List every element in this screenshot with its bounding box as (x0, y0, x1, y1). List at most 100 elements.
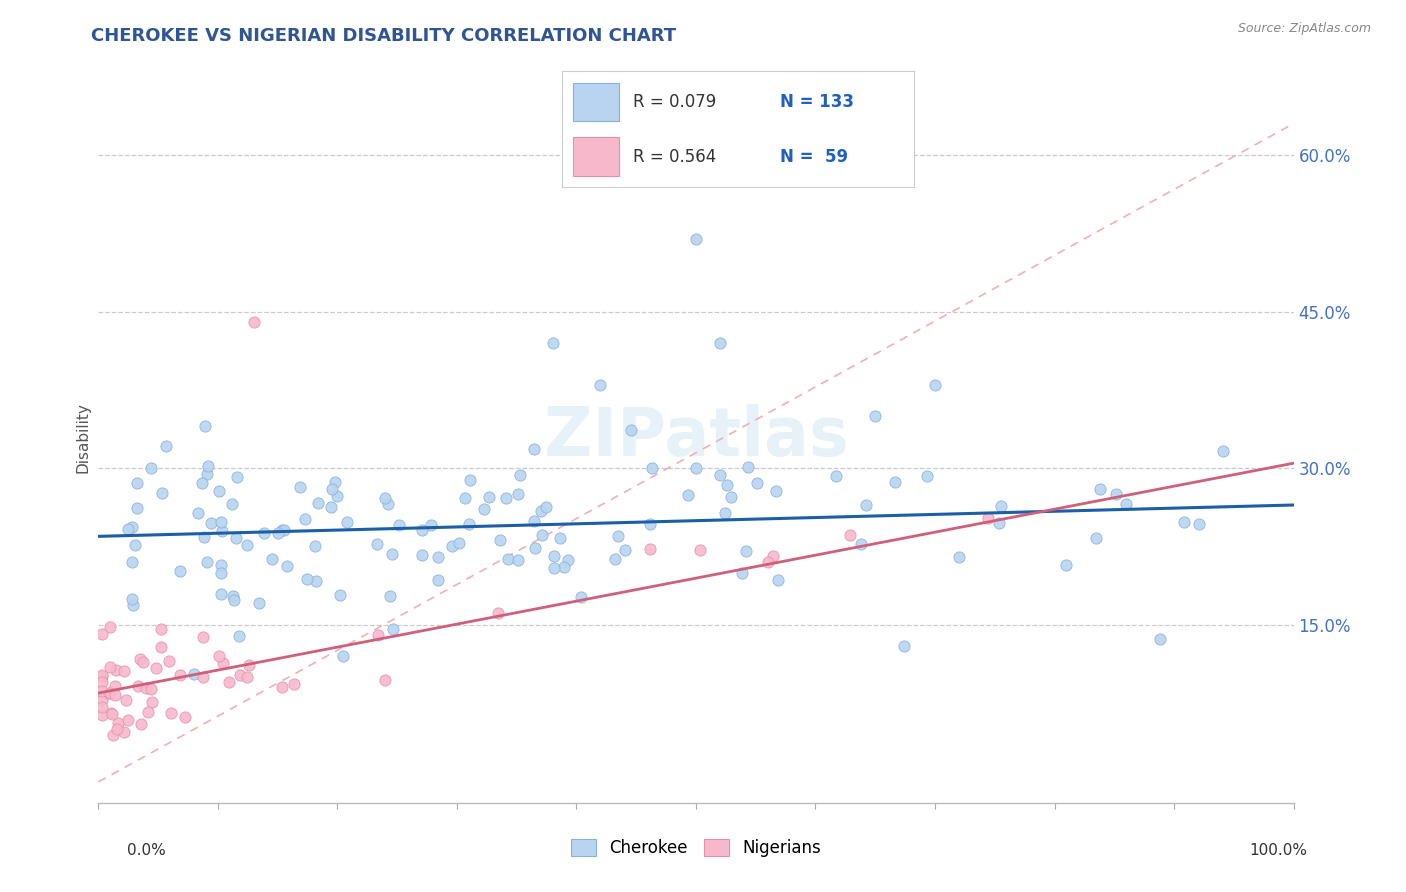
Point (273, 523, 295, 537)
Point (283, 677, 305, 691)
Point (530, 528, 553, 542)
Point (915, 469, 938, 483)
Point (225, 470, 247, 484)
Point (211, 524, 233, 538)
Point (112, 664, 135, 678)
Point (589, 377, 612, 392)
Point (427, 549, 450, 564)
Point (388, 518, 411, 533)
Point (731, 566, 754, 580)
Point (145, 661, 167, 675)
Point (1088, 483, 1111, 497)
Point (209, 515, 232, 529)
Point (197, 458, 219, 473)
Point (225, 531, 247, 545)
Point (620, 423, 643, 437)
Point (127, 500, 149, 515)
Point (98, 660, 121, 674)
Text: 0.0%: 0.0% (127, 843, 166, 858)
Point (276, 559, 298, 574)
Point (472, 501, 495, 516)
Point (1105, 487, 1128, 501)
Point (1054, 558, 1077, 573)
Point (638, 517, 661, 532)
Point (122, 599, 145, 613)
Point (449, 536, 471, 550)
Point (382, 622, 405, 636)
Point (569, 590, 592, 604)
Point (127, 679, 149, 693)
Point (105, 663, 128, 677)
Point (235, 670, 257, 684)
Point (1115, 497, 1137, 511)
Point (209, 566, 232, 580)
Point (91, 684, 114, 698)
Point (605, 552, 627, 566)
Point (194, 419, 217, 434)
Point (193, 630, 215, 644)
Point (288, 480, 311, 494)
Point (191, 476, 214, 491)
Point (458, 516, 481, 531)
Point (169, 564, 191, 578)
Point (366, 537, 388, 551)
Point (534, 500, 557, 514)
Point (987, 516, 1010, 530)
Text: N = 133: N = 133 (780, 93, 855, 112)
Point (193, 530, 215, 544)
Point (127, 475, 149, 490)
Point (157, 654, 180, 668)
Point (893, 640, 915, 654)
Point (260, 551, 283, 566)
Point (553, 560, 575, 574)
Point (496, 552, 519, 566)
Text: CHEROKEE VS NIGERIAN DISABILITY CORRELATION CHART: CHEROKEE VS NIGERIAN DISABILITY CORRELAT… (91, 27, 676, 45)
Point (756, 556, 779, 570)
Point (141, 695, 163, 709)
Point (228, 668, 250, 682)
Point (709, 468, 731, 483)
Point (117, 713, 139, 727)
Point (321, 482, 343, 496)
Point (91, 708, 114, 723)
Point (1149, 632, 1171, 647)
Point (200, 516, 222, 530)
Point (689, 543, 711, 558)
Point (523, 541, 546, 555)
Point (91, 693, 114, 707)
Point (139, 681, 162, 696)
Point (160, 706, 183, 720)
Point (489, 533, 512, 547)
Text: N =  59: N = 59 (780, 147, 848, 166)
Point (149, 640, 172, 655)
Point (121, 592, 143, 607)
Point (104, 688, 127, 702)
Point (506, 553, 529, 567)
Point (191, 670, 214, 684)
Point (131, 717, 153, 731)
Point (1173, 515, 1195, 529)
Point (319, 500, 342, 514)
Text: 100.0%: 100.0% (1250, 843, 1308, 858)
Point (883, 475, 905, 489)
Point (132, 655, 155, 669)
Point (377, 497, 399, 511)
Point (91, 627, 114, 641)
Point (150, 622, 173, 636)
Point (195, 467, 218, 481)
Point (91, 675, 114, 690)
Point (747, 475, 769, 490)
Y-axis label: Disability: Disability (75, 401, 90, 473)
Point (332, 648, 354, 663)
Point (150, 485, 173, 500)
Point (329, 588, 352, 602)
Point (209, 586, 232, 600)
Point (614, 542, 637, 557)
Point (676, 488, 699, 502)
Point (266, 526, 288, 541)
Point (208, 484, 231, 499)
Point (865, 409, 887, 424)
Point (685, 460, 707, 475)
Point (270, 524, 292, 538)
Point (713, 506, 735, 520)
